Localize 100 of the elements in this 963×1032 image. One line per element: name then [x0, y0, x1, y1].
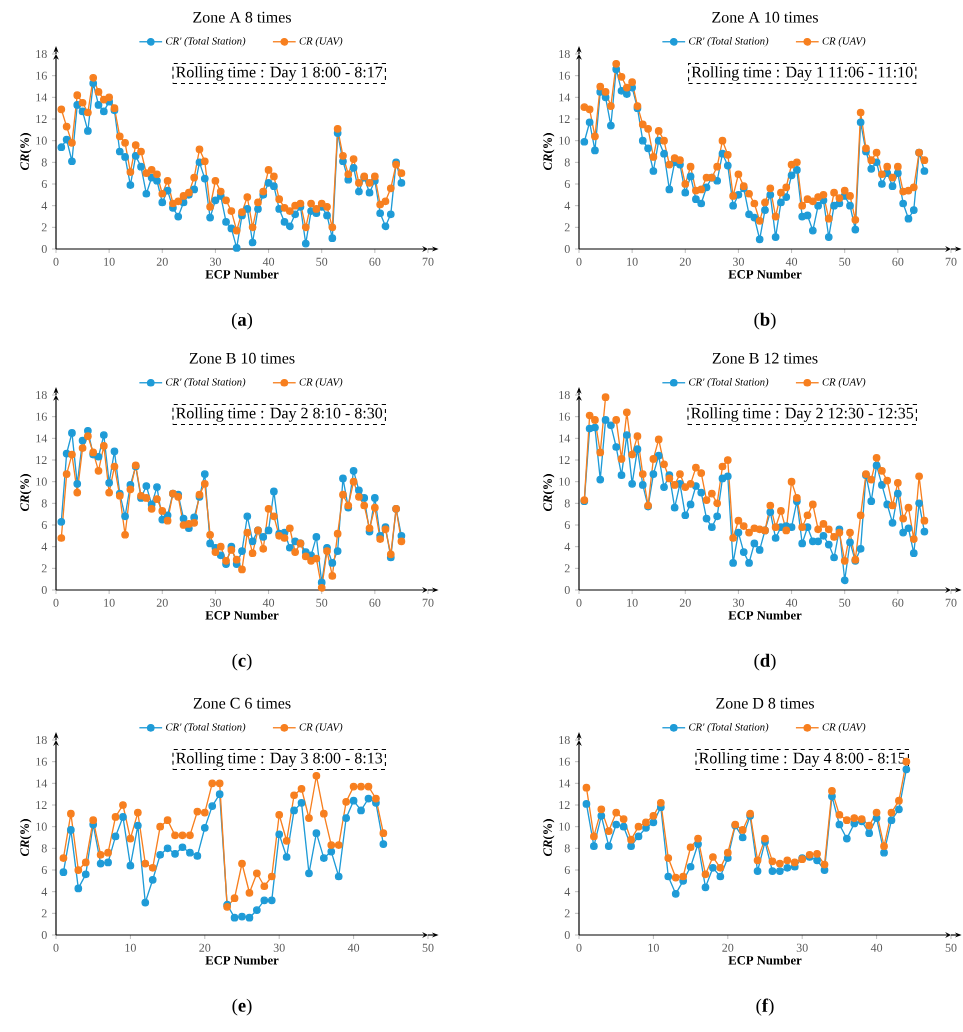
y-tick-label: 18	[559, 49, 570, 59]
x-tick-label: 70	[945, 598, 957, 607]
annotation: Rolling time : Day 2 8:10 - 8:30	[176, 407, 383, 422]
y-tick-label: 10	[36, 477, 47, 486]
x-tick-label: 60	[369, 257, 381, 266]
chart-title: Zone A 10 times	[712, 11, 818, 23]
y-tick-label: 0	[564, 244, 570, 254]
annotation: Rolling time : Day 1 11:06 - 11:10	[691, 66, 913, 81]
y-tick-label: 0	[564, 930, 570, 940]
x-tick-label: 50	[839, 257, 851, 266]
y-tick-label: 14	[559, 434, 571, 443]
text: (d)	[754, 653, 776, 671]
legend-label: CR' (Total Station)	[166, 378, 246, 388]
y-tick-label: 10	[559, 136, 570, 145]
x-tick-label: 30	[732, 598, 744, 607]
y-tick-label: 0	[41, 585, 47, 595]
text: (c)	[232, 653, 252, 671]
x-tick-label: 10	[104, 598, 115, 607]
x-tick-label: 10	[627, 257, 638, 266]
x-axis-title: ECP Number	[728, 610, 802, 620]
legend-label: CR' (Total Station)	[166, 37, 246, 47]
y-tick-label: 14	[559, 779, 571, 788]
text: (b)	[754, 312, 776, 330]
x-tick-label: 50	[316, 598, 328, 607]
y-tick-label: 4	[564, 542, 571, 551]
x-tick-label: 50	[422, 943, 434, 952]
x-tick-label: 30	[273, 943, 285, 952]
y-tick-label: 0	[41, 930, 47, 940]
y-tick-label: 2	[41, 564, 47, 573]
y-tick-label: 6	[41, 179, 47, 189]
x-tick-label: 40	[785, 598, 798, 607]
y-tick-label: 14	[36, 779, 48, 788]
y-tick-label: 4	[564, 201, 571, 210]
x-tick-label: 10	[125, 943, 136, 952]
y-tick-label: 6	[41, 865, 47, 875]
y-tick-label: 14	[36, 93, 48, 102]
y-tick-label: 16	[36, 412, 47, 421]
annotation: Rolling time : Day 3 8:00 - 8:13	[176, 752, 383, 767]
legend-label: CR' (Total Station)	[166, 723, 246, 733]
y-tick-label: 18	[559, 390, 570, 400]
x-tick-label: 40	[870, 943, 883, 952]
legend-label: CR (UAV)	[299, 723, 343, 733]
x-tick-label: 30	[209, 598, 221, 607]
x-tick-label: 0	[53, 598, 59, 607]
x-tick-label: 0	[53, 257, 59, 266]
legend-label: CR' (Total Station)	[689, 723, 769, 733]
x-axis-title: ECP Number	[205, 955, 279, 965]
y-tick-label: 2	[41, 223, 47, 232]
x-tick-label: 70	[422, 257, 434, 266]
y-tick-label: 0	[41, 244, 47, 254]
x-tick-label: 20	[679, 598, 691, 607]
x-tick-label: 20	[156, 598, 168, 607]
y-tick-label: 8	[564, 158, 570, 167]
legend-label: CR (UAV)	[299, 37, 343, 47]
y-tick-label: 10	[559, 477, 570, 486]
y-tick-label: 14	[36, 434, 48, 443]
chart-title: Zone A 8 times	[193, 11, 291, 23]
x-tick-label: 20	[199, 943, 211, 952]
chart-title: Zone D 8 times	[716, 697, 814, 709]
x-axis-title: ECP Number	[728, 955, 802, 965]
legend-label: CR' (Total Station)	[689, 37, 769, 47]
y-tick-label: 6	[564, 179, 570, 189]
y-tick-label: 12	[559, 801, 570, 809]
x-axis-title: ECP Number	[205, 610, 279, 620]
legend-label: CR (UAV)	[822, 723, 866, 733]
y-tick-label: 10	[36, 822, 47, 831]
y-axis-title: CR(%)	[19, 133, 32, 171]
y-tick-label: 0	[564, 585, 570, 595]
y-tick-label: 12	[559, 115, 570, 123]
y-axis-title: CR(%)	[542, 474, 555, 512]
y-tick-label: 6	[564, 865, 570, 875]
y-tick-label: 2	[564, 223, 570, 232]
y-tick-label: 8	[564, 844, 570, 853]
x-tick-label: 50	[316, 257, 328, 266]
y-tick-label: 4	[41, 201, 48, 210]
y-tick-label: 4	[41, 542, 48, 551]
x-tick-label: 40	[262, 257, 275, 266]
x-tick-label: 60	[892, 257, 904, 266]
y-tick-label: 16	[559, 412, 570, 421]
y-tick-label: 16	[559, 757, 570, 766]
x-tick-label: 30	[209, 257, 221, 266]
annotation: Rolling time : Day 2 12:30 - 12:35	[691, 407, 914, 422]
x-tick-label: 40	[262, 598, 275, 607]
y-tick-label: 18	[36, 49, 47, 59]
x-tick-label: 0	[576, 598, 582, 607]
x-tick-label: 10	[648, 943, 659, 952]
text: (f)	[756, 998, 774, 1016]
y-tick-label: 4	[564, 887, 571, 896]
y-tick-label: 2	[564, 909, 570, 918]
chart-title: Zone B 10 times	[189, 352, 295, 364]
y-tick-label: 18	[36, 390, 47, 400]
x-axis-title: ECP Number	[205, 269, 279, 279]
y-tick-label: 10	[36, 136, 47, 145]
y-tick-label: 16	[559, 71, 570, 80]
x-tick-label: 10	[627, 598, 638, 607]
chart-title: Zone C 6 times	[193, 697, 291, 709]
legend-label: CR (UAV)	[299, 378, 343, 388]
legend-label: CR (UAV)	[822, 37, 866, 47]
y-tick-label: 18	[559, 735, 570, 745]
y-axis-title: CR(%)	[19, 474, 32, 512]
